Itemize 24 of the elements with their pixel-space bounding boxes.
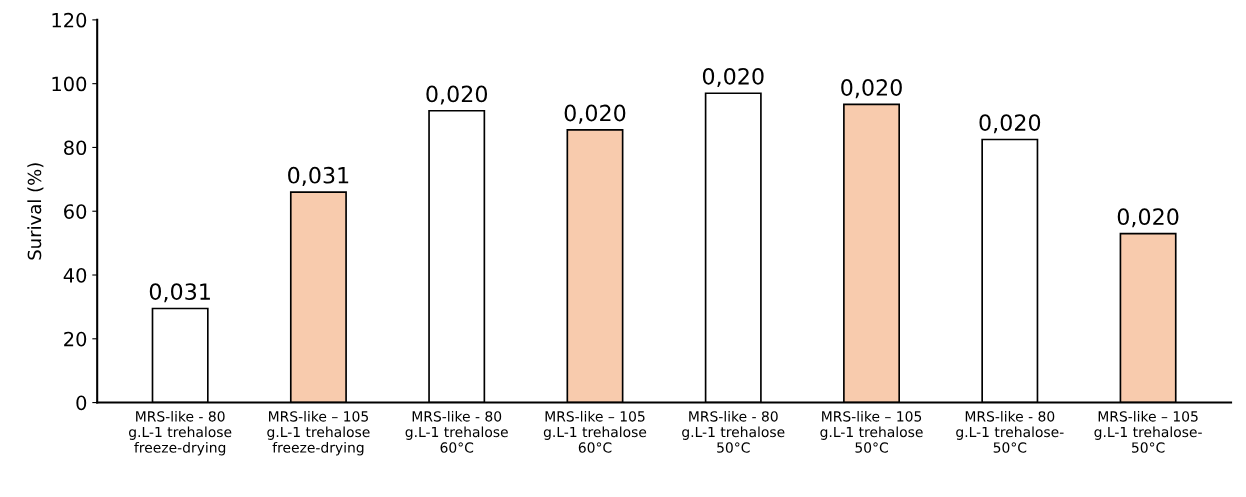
y-tick-label: 60: [64, 204, 87, 219]
annotation: 0,020: [426, 85, 488, 105]
y-tick-label: 120: [52, 12, 87, 28]
x-tick-label: MRS-like - 80 g.L-1 trehalose freeze-drying: [129, 410, 232, 456]
x-tick-label: MRS-like – 105 g.L-1 trehalose freeze-drying: [267, 410, 370, 456]
x-tick-label: MRS-like – 105 g.L-1 trehalose 60°C: [543, 410, 647, 453]
y-axis-title: Surival (%): [27, 163, 44, 260]
annotation: 0,020: [1117, 208, 1179, 228]
x-tick-label: MRS-like - 80 g.L-1 trehalose 50°C: [682, 410, 785, 453]
annotation: 0,020: [979, 114, 1041, 134]
y-tick-label: 0: [76, 395, 87, 411]
annotation: 0,031: [149, 283, 210, 303]
y-tick-label: 20: [64, 331, 87, 347]
y-tick-label: 80: [64, 140, 87, 156]
annotation: 0,031: [288, 166, 349, 186]
annotation: 0,020: [564, 104, 626, 124]
x-tick-label: MRS-like - 80 g.L-1 trehalose- 50°C: [956, 410, 1064, 453]
annotation: 0,020: [702, 67, 764, 88]
x-tick-label: MRS-like – 105 g.L-1 trehalose 50°C: [820, 410, 923, 453]
y-tick-label: 100: [52, 76, 87, 92]
x-tick-label: MRS-like – 105 g.L-1 trehalose- 50°C: [1094, 410, 1202, 453]
x-tick-label: MRS-like - 80 g.L-1 trehalose 60°C: [405, 410, 508, 453]
y-tick-label: 40: [63, 267, 87, 283]
annotation: 0,020: [841, 79, 902, 99]
